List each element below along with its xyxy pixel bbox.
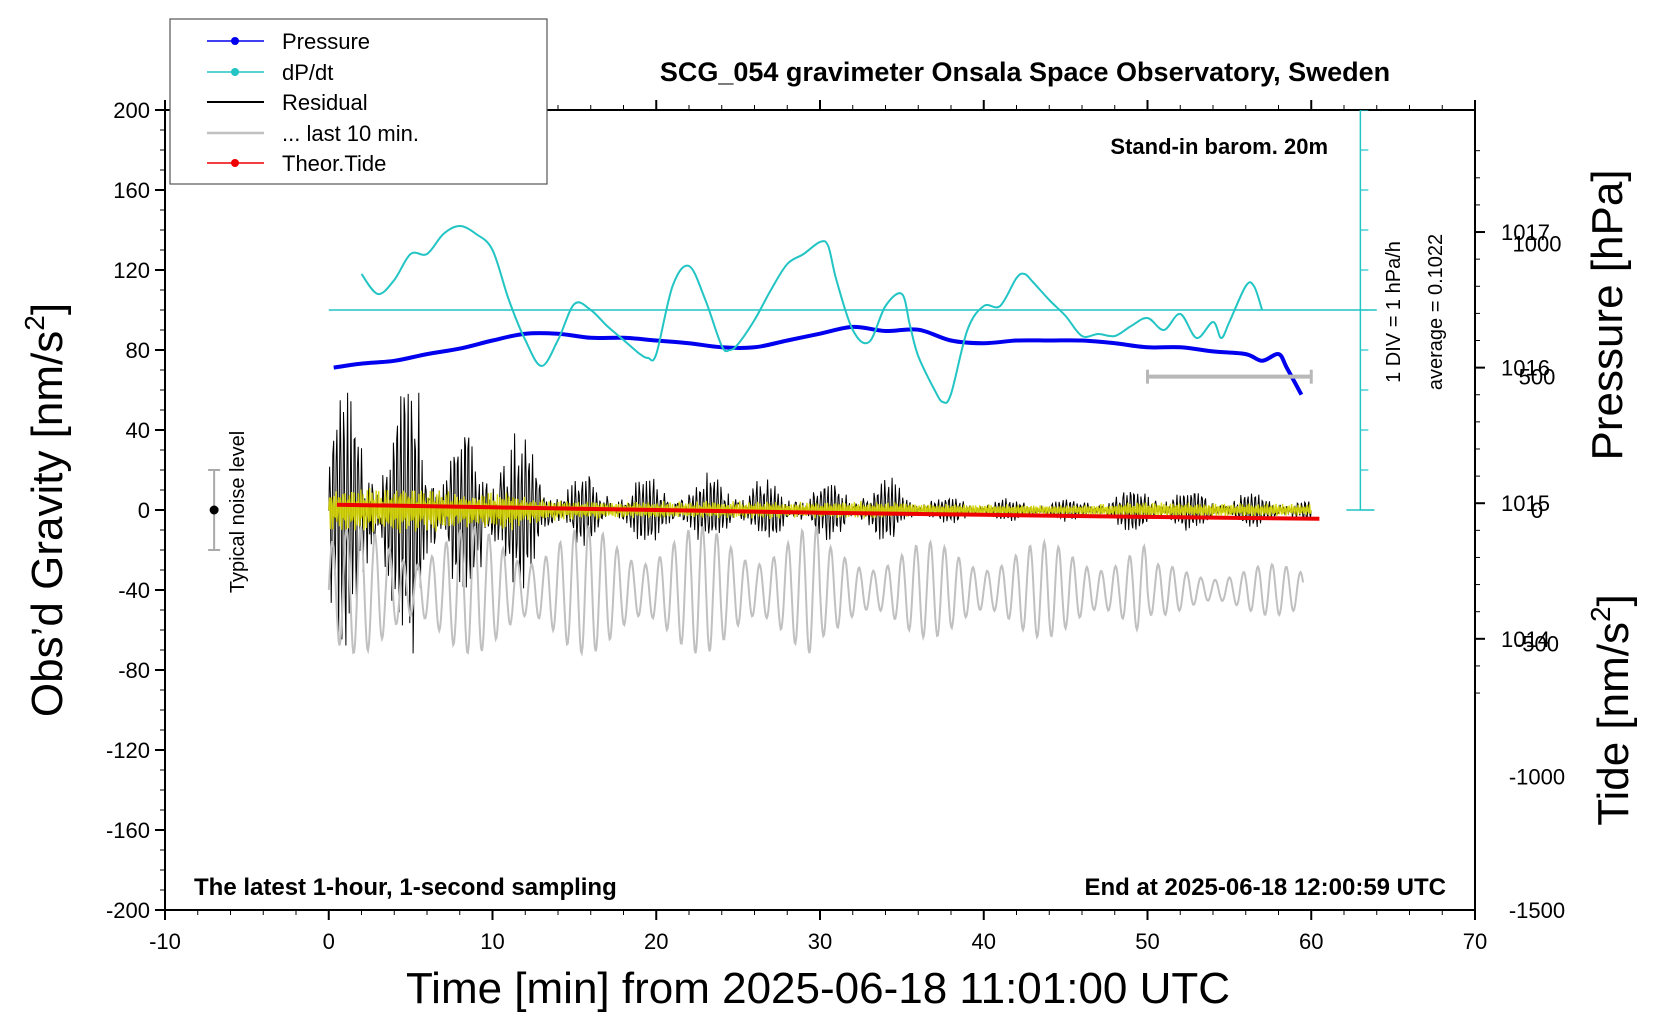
x-tick-label: -10 (149, 929, 181, 954)
tide-tick-label: 1000 (1513, 231, 1562, 256)
y-axis-tide-label-close: ] (1589, 594, 1638, 606)
y-axis-pressure-label: Pressure [hPa] (1583, 169, 1632, 460)
y-tick-label: -200 (106, 898, 150, 923)
y-axis-left-label-close: ] (23, 303, 72, 315)
tide-tick-label: -1500 (1509, 898, 1565, 923)
y-tick-label: 40 (126, 418, 150, 443)
pressure-tick-label: 1015 (1501, 491, 1550, 516)
y-axis-tide-label-sup: 2 (1585, 606, 1616, 622)
legend-marker-dpdt (231, 68, 239, 76)
y-tick-label: -120 (106, 738, 150, 763)
legend-label-pressure: Pressure (282, 29, 370, 54)
pressure-tick-label: 1014 (1501, 627, 1550, 652)
end-time-note: End at 2025-06-18 12:00:59 UTC (1085, 874, 1447, 901)
x-tick-label: 60 (1299, 929, 1323, 954)
last-10min-series (327, 523, 1305, 657)
legend-marker-pressure (231, 37, 239, 45)
y-tick-label: 0 (138, 498, 150, 523)
series-theor-tide (336, 502, 1320, 521)
y-tick-label: -160 (106, 818, 150, 843)
x-tick-label: 30 (808, 929, 832, 954)
latest-hour-note: The latest 1-hour, 1-second sampling (194, 874, 617, 901)
legend-label-dpdt: dP/dt (282, 60, 333, 85)
legend-label-residual: Residual (282, 90, 368, 115)
legend: Pressure dP/dt Residual ... last 10 min.… (169, 18, 548, 185)
legend-marker-tide (231, 159, 239, 167)
chart-title: SCG_054 gravimeter Onsala Space Observat… (660, 57, 1390, 87)
y-axis-left-label: Obs’d Gravity [nm/s2] (19, 303, 72, 717)
x-tick-label: 40 (972, 929, 996, 954)
clipped-series (208, 110, 1377, 657)
noise-level-label: Typical noise level (227, 431, 249, 593)
tide-tick-label: -500 (1515, 631, 1559, 656)
y-tick-label: -80 (118, 658, 150, 683)
y-axis-tide-label-main: Tide [nm/s (1589, 622, 1638, 826)
x-tick-label: 50 (1135, 929, 1159, 954)
y-tick-label: 160 (113, 178, 150, 203)
residual-filtered-series (328, 487, 1312, 534)
tide-tick-label: -1000 (1509, 765, 1565, 790)
pressure-tick-label: 1017 (1501, 220, 1550, 245)
residual-series (328, 392, 1312, 654)
legend-label-tide: Theor.Tide (282, 151, 386, 176)
y-tick-label: 200 (113, 98, 150, 123)
series-dp-dt (360, 225, 1264, 404)
dpdt-average-note: average = 0.1022 (1425, 234, 1447, 390)
y-tick-label: 120 (113, 258, 150, 283)
pressure-tick-label: 1016 (1501, 356, 1550, 381)
x-tick-label: 0 (323, 929, 335, 954)
y-axis-tide-label: Tide [nm/s2] (1585, 594, 1638, 826)
y-axis-left-label-sup: 2 (19, 315, 50, 331)
tide-tick-label: 500 (1519, 365, 1556, 390)
plot-series (208, 110, 1377, 657)
dpdt-division-note: 1 DIV = 1 hPa/h (1383, 241, 1405, 383)
x-tick-label: 70 (1463, 929, 1487, 954)
axis-ticks: -10 0 10 20 30 40 50 60 70 200 160 120 80 40 0 -40 -80 -1… (106, 98, 1565, 954)
x-tick-label: 20 (644, 929, 668, 954)
legend-label-last10: ... last 10 min. (282, 121, 419, 146)
series-pressure (333, 324, 1304, 396)
y-tick-label: -40 (118, 578, 150, 603)
x-tick-label: 10 (480, 929, 504, 954)
tide-tick-label: 0 (1531, 498, 1543, 523)
noise-level-center-point (209, 505, 219, 515)
y-axis-left-label-main: Obs’d Gravity [nm/s (23, 331, 72, 717)
stand-in-barometer-note: Stand-in barom. 20m (1110, 134, 1328, 159)
x-axis-label: Time [min] from 2025-06-18 11:01:00 UTC (406, 964, 1230, 1013)
y-tick-label: 80 (126, 338, 150, 363)
